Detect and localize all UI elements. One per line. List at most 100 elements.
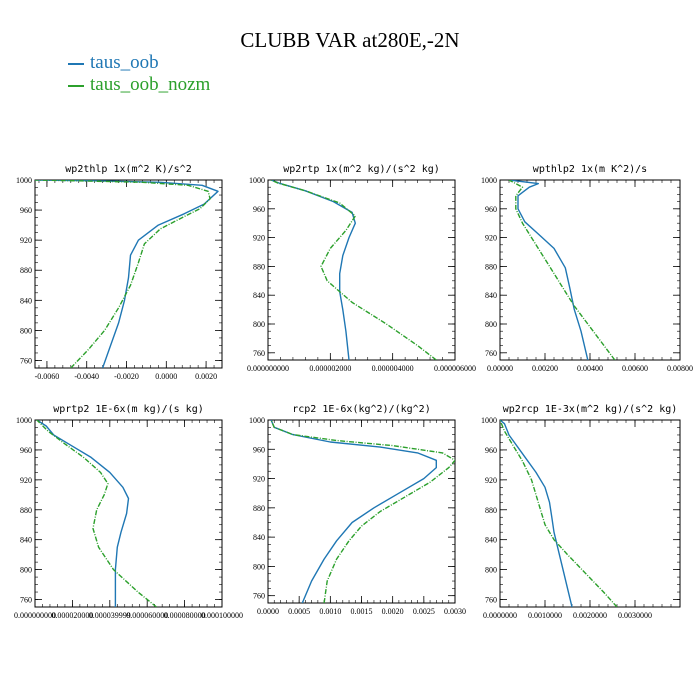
panel-title: wp2rtp 1x(m^2 kg)/(s^2 kg) <box>283 164 440 175</box>
x-tick-label: 0.000020000 <box>51 611 93 620</box>
x-tick-label: 0.000004000 <box>372 364 414 373</box>
y-tick-label: 960 <box>20 446 32 455</box>
y-tick-label: 880 <box>253 504 265 513</box>
y-tick-label: 760 <box>253 349 265 358</box>
y-tick-label: 1000 <box>481 416 497 425</box>
y-tick-label: 920 <box>253 234 265 243</box>
x-tick-label: 0.0010000 <box>528 611 562 620</box>
y-tick-label: 760 <box>253 592 265 601</box>
y-tick-label: 800 <box>20 566 32 575</box>
x-tick-label: 0.0030 <box>444 607 466 616</box>
x-tick-label: 0.00800 <box>667 364 693 373</box>
plot-frame <box>267 419 456 604</box>
x-tick-label: 0.00600 <box>622 364 648 373</box>
y-tick-label: 920 <box>20 476 32 485</box>
series-line-taus-oob <box>35 180 219 368</box>
x-tick-label: 0.000080000 <box>164 611 206 620</box>
y-tick-label: 880 <box>253 262 265 271</box>
y-tick-label: 760 <box>20 596 32 605</box>
x-tick-label: 0.0015 <box>351 607 373 616</box>
series-line-taus-oob-nozm <box>36 420 157 607</box>
series-line-taus-oob <box>270 180 356 360</box>
y-tick-label: 760 <box>20 356 32 365</box>
chart-panel-5: rcp2 1E-6x(kg^2)/(kg^2) 760 800 840 880 920 96… <box>249 404 466 616</box>
panel-title: wp2thlp 1x(m^2 K)/s^2 <box>65 164 191 175</box>
y-tick-label: 960 <box>20 206 32 215</box>
legend-entry-taus-oob-nozm: taus_oob_nozm <box>68 74 210 96</box>
y-tick-label: 880 <box>485 262 497 271</box>
x-tick-label: 0.00000 <box>487 364 513 373</box>
chart-panel-4: wprtp2 1E-6x(m kg)/(s kg) 760 800 840 880 920… <box>14 404 243 620</box>
chart-panel-6: wp2rcp 1E-3x(m^2 kg)/(s^2 kg) 760 800 840 88… <box>481 404 681 620</box>
x-tick-label: 0.0000 <box>155 372 177 381</box>
y-tick-label: 880 <box>20 506 32 515</box>
x-tick-label: 0.000039999 <box>89 611 131 620</box>
y-tick-label: 840 <box>485 536 497 545</box>
x-tick-label: 0.0005 <box>288 607 310 616</box>
panel-title: wp2rcp 1E-3x(m^2 kg)/(s^2 kg) <box>503 404 678 415</box>
legend-label: taus_oob <box>90 52 159 73</box>
x-tick-label: 0.00200 <box>532 364 558 373</box>
y-tick-label: 800 <box>253 562 265 571</box>
y-tick-label: 1000 <box>249 416 265 425</box>
series-line-taus-oob-nozm <box>500 420 618 607</box>
y-tick-label: 840 <box>485 291 497 300</box>
y-tick-label: 1000 <box>16 416 32 425</box>
plot-frame <box>499 179 681 361</box>
chart-panel-1: wp2thlp 1x(m^2 K)/s^2 760 800 840 880 920 960 1… <box>16 164 223 381</box>
y-tick-label: 760 <box>485 349 497 358</box>
plot-frame <box>34 419 223 608</box>
y-tick-label: 840 <box>253 533 265 542</box>
series-line-taus-oob <box>270 420 437 603</box>
x-tick-label: -0.0020 <box>114 372 139 381</box>
x-tick-label: 0.000006000 <box>434 364 476 373</box>
chart-panel-2: wp2rtp 1x(m^2 kg)/(s^2 kg) 760 800 840 880 92… <box>247 164 476 373</box>
x-tick-label: 0.0000000 <box>483 611 517 620</box>
series-line-taus-oob-nozm <box>270 180 437 360</box>
legend-swatch <box>68 62 84 65</box>
series-line-taus-oob-nozm <box>270 420 455 603</box>
y-tick-label: 800 <box>20 326 32 335</box>
y-tick-label: 960 <box>253 445 265 454</box>
panel-title: wpthlp2 1x(m K^2)/s <box>533 164 647 175</box>
y-tick-label: 920 <box>485 476 497 485</box>
x-tick-label: 0.0025 <box>413 607 435 616</box>
y-tick-label: 800 <box>485 320 497 329</box>
series-line-taus-oob <box>36 420 130 607</box>
x-tick-label: 0.0020 <box>382 607 404 616</box>
x-tick-label: 0.000002000 <box>309 364 351 373</box>
y-tick-label: 880 <box>485 506 497 515</box>
x-tick-label: 0.0010 <box>319 607 341 616</box>
page-title: CLUBB VAR at280E,-2N <box>240 28 460 52</box>
y-tick-label: 960 <box>485 446 497 455</box>
y-tick-label: 920 <box>253 475 265 484</box>
series-line-taus-oob-nozm <box>35 180 211 368</box>
y-tick-label: 1000 <box>249 176 265 185</box>
y-tick-label: 880 <box>20 266 32 275</box>
plot-frame <box>34 179 223 369</box>
y-tick-label: 800 <box>253 320 265 329</box>
series-line-taus-oob <box>500 420 573 607</box>
x-tick-label: 0.000060000 <box>126 611 168 620</box>
x-tick-label: -0.0040 <box>74 372 99 381</box>
chart-panel-3: wpthlp2 1x(m K^2)/s 760 800 840 880 920 960 100… <box>481 164 693 373</box>
x-tick-label: 0.0020 <box>195 372 217 381</box>
y-tick-label: 920 <box>20 236 32 245</box>
y-tick-label: 1000 <box>481 176 497 185</box>
y-tick-label: 840 <box>20 536 32 545</box>
y-tick-label: 760 <box>485 596 497 605</box>
plot-frame <box>267 179 456 361</box>
panel-title: rcp2 1E-6x(kg^2)/(kg^2) <box>292 404 430 415</box>
panel-title: wprtp2 1E-6x(m kg)/(s kg) <box>53 404 204 415</box>
x-tick-label: 0.00400 <box>577 364 603 373</box>
y-tick-label: 840 <box>253 291 265 300</box>
x-tick-label: 0.0000 <box>257 607 279 616</box>
y-tick-label: 920 <box>485 234 497 243</box>
series-line-taus-oob-nozm <box>508 180 616 360</box>
series-line-taus-oob <box>508 180 589 360</box>
y-tick-label: 960 <box>253 205 265 214</box>
legend-entry-taus-oob: taus_oob <box>68 52 159 74</box>
y-tick-label: 1000 <box>16 176 32 185</box>
x-tick-label: 0.0020000 <box>573 611 607 620</box>
